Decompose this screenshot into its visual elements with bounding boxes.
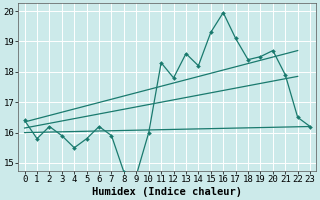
- X-axis label: Humidex (Indice chaleur): Humidex (Indice chaleur): [92, 186, 242, 197]
